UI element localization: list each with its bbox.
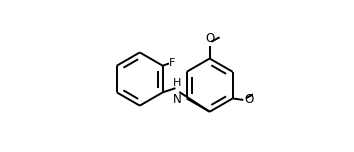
- Text: H: H: [173, 78, 181, 88]
- Text: F: F: [169, 59, 176, 68]
- Text: N: N: [173, 93, 181, 107]
- Text: O: O: [244, 93, 253, 106]
- Text: O: O: [205, 32, 214, 45]
